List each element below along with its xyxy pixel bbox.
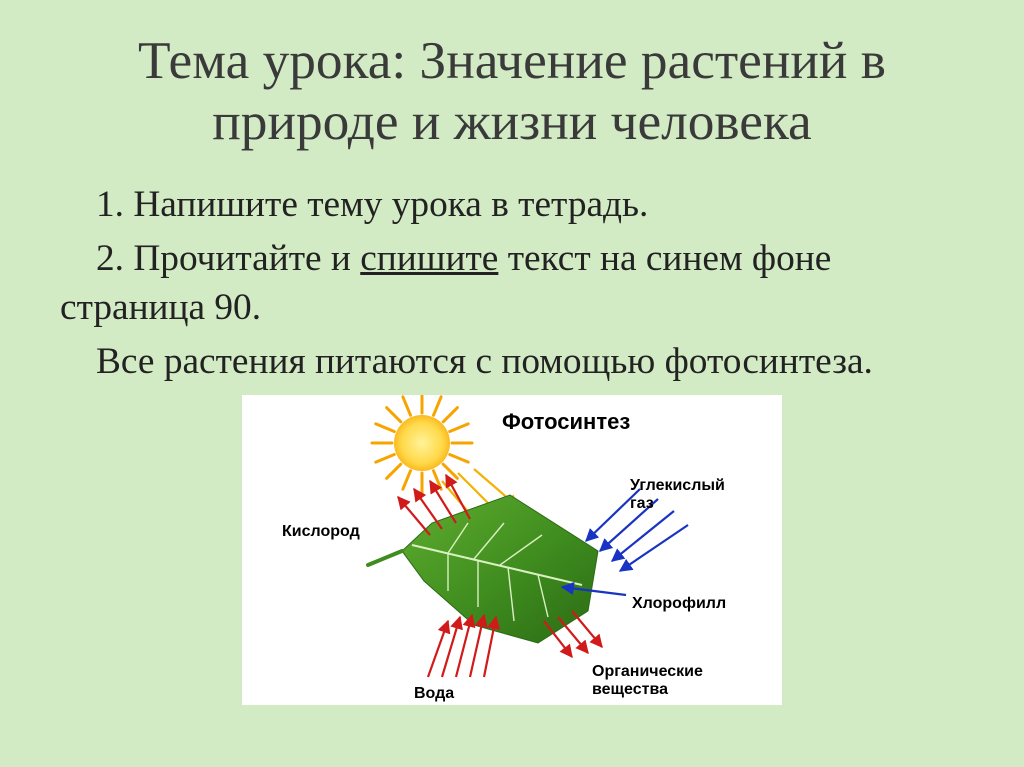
diagram-label-water: Вода [414, 685, 454, 703]
slide: Тема урока: Значение растений в природе … [0, 0, 1024, 767]
photosynthesis-diagram: Фотосинтез Кислород Углекислыйгаз Хлорофилл… [242, 395, 782, 705]
diagram-label-chloro: Хлорофилл [632, 595, 726, 613]
diagram-label-co2b: газ [630, 495, 654, 513]
body-line-1: 1. Напишите тему урока в тетрадь. [60, 181, 964, 230]
body-line-3: Все растения питаются с помощью фотосинт… [60, 338, 964, 387]
body-line-2-prefix: 2. Прочитайте и [96, 238, 360, 279]
body-line-2: 2. Прочитайте и спишите текст на синем ф… [60, 235, 964, 332]
diagram-label-organic1: Органические [592, 663, 703, 681]
diagram-label-oxygen: Кислород [282, 523, 360, 541]
diagram-container: Фотосинтез Кислород Углекислыйгаз Хлорофилл… [60, 395, 964, 705]
diagram-title: Фотосинтез [502, 409, 630, 435]
slide-title: Тема урока: Значение растений в природе … [60, 30, 964, 153]
body-line-2-underlined: спишите [360, 238, 498, 279]
diagram-label-co2: Углекислый [630, 477, 725, 495]
slide-body: 1. Напишите тему урока в тетрадь. 2. Про… [60, 181, 964, 387]
diagram-label-organic2: вещества [592, 681, 668, 699]
